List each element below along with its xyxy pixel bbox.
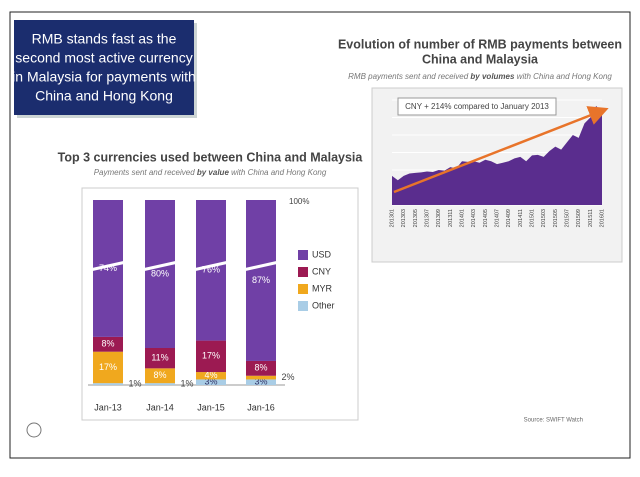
x-tick-label: 201307 — [424, 209, 430, 227]
value-label: 17% — [202, 351, 220, 361]
bar-segment — [93, 383, 123, 385]
value-label: 11% — [151, 353, 168, 363]
axis-break — [141, 260, 179, 272]
bar-segment — [246, 379, 276, 385]
legend-swatch — [298, 284, 308, 294]
bar-segment — [246, 200, 276, 361]
annotation-box — [397, 97, 557, 116]
subtitle-part: by volumes — [470, 72, 515, 81]
subtitle-part: by value — [197, 168, 230, 177]
x-tick-label: 201507 — [564, 209, 570, 227]
annotation: CNY + 214% compared to January 2013 — [405, 102, 549, 111]
bar-segment — [93, 351, 123, 384]
value-label: 2% — [281, 372, 294, 382]
x-tick-label: 201503 — [541, 209, 547, 227]
subtitle-part: with China and Hong Kong — [514, 72, 612, 81]
value-label: 76% — [202, 265, 220, 275]
bar-subtitle: Payments sent and received by value with… — [94, 168, 327, 177]
subtitle-part: Payments sent and received — [94, 168, 197, 177]
x-tick-label: 201411 — [518, 209, 524, 227]
callout-text: RMB stands fast as the second most active… — [12, 31, 196, 104]
bar-segment — [196, 379, 226, 385]
legend-swatch — [298, 301, 308, 311]
x-tick-label: 201409 — [506, 209, 512, 227]
area-subtitle: RMB payments sent and received by volume… — [348, 72, 612, 81]
axis-break — [242, 260, 280, 272]
value-label: 8% — [153, 370, 166, 380]
x-tick-label: 201501 — [529, 209, 535, 227]
area-title: China and Malaysia — [422, 52, 539, 66]
axis-break — [192, 260, 230, 272]
legend-label: CNY — [312, 266, 331, 276]
bar-segment — [196, 372, 226, 380]
x-tick-label: 201301 — [389, 209, 395, 227]
legend-label: Other — [312, 300, 335, 310]
area — [392, 105, 602, 205]
bar-title: Top 3 currencies used between China and … — [58, 150, 364, 164]
bar-segment — [246, 360, 276, 376]
value-label: 87% — [252, 275, 270, 285]
legend-label: MYR — [312, 283, 333, 293]
bar-segment — [196, 200, 226, 341]
bar-segment — [196, 340, 226, 373]
bar-segment — [93, 336, 123, 352]
x-tick-label: 201401 — [459, 209, 465, 227]
bar-segment — [145, 383, 175, 385]
x-tick-label: Jan-13 — [94, 402, 122, 412]
value-label: 80% — [151, 268, 169, 278]
x-tick-label: 201305 — [413, 209, 419, 227]
value-label: 74% — [99, 263, 117, 273]
x-tick-label: 201511 — [588, 209, 594, 227]
legend-label: USD — [312, 249, 332, 259]
bar-segment — [145, 200, 175, 348]
x-tick-label: 201309 — [436, 209, 442, 227]
callout-line: second most active currency — [15, 50, 192, 66]
value-label: 8% — [254, 363, 267, 373]
value-label: 17% — [99, 362, 117, 372]
value-label: 8% — [101, 339, 114, 349]
legend-swatch — [298, 250, 308, 260]
value-label: 4% — [204, 370, 217, 380]
value-label: 1% — [128, 378, 141, 388]
legend-swatch — [298, 267, 308, 277]
x-tick-label: 201601 — [599, 209, 605, 227]
area-title: Evolution of number of RMB payments betw… — [338, 37, 622, 51]
value-label: 1% — [180, 378, 193, 388]
x-tick-label: 201505 — [553, 209, 559, 227]
top-label: 100% — [289, 197, 309, 206]
source: Source: SWIFT Watch — [524, 418, 583, 424]
x-tick-label: Jan-15 — [197, 402, 225, 412]
callout-line: RMB stands fast as the — [32, 31, 177, 47]
callout-box — [14, 20, 194, 115]
value-label: 3% — [254, 377, 267, 387]
bar-segment — [145, 348, 175, 369]
callout-line: in Malaysia for payments with — [12, 69, 196, 85]
x-tick-label: 201303 — [401, 209, 407, 227]
x-tick-label: 201403 — [471, 209, 477, 227]
logo — [26, 422, 42, 438]
trend-arrow — [393, 106, 609, 194]
subtitle-part: with China and Hong Kong — [229, 168, 327, 177]
value-label: 3% — [204, 377, 217, 387]
x-tick-label: Jan-14 — [146, 402, 174, 412]
x-tick-label: 201311 — [448, 209, 454, 227]
subtitle-part: RMB payments sent and received — [348, 72, 470, 81]
bar-segment — [145, 368, 175, 384]
x-tick-label: Jan-16 — [247, 402, 275, 412]
x-tick-label: 201405 — [483, 209, 489, 227]
x-tick-label: 201407 — [494, 209, 500, 227]
x-tick-label: 201509 — [576, 209, 582, 227]
callout-line: China and Hong Kong — [35, 88, 173, 104]
bar-segment — [246, 375, 276, 380]
axis-break — [89, 260, 127, 272]
